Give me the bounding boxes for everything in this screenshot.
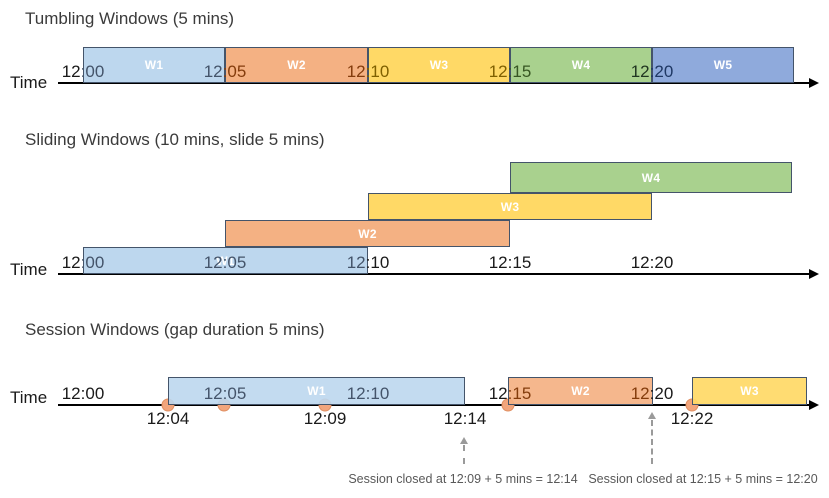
window-label-w3: W3 [500,199,520,214]
window-label-w3: W3 [740,384,759,398]
section-title-tumbling: Tumbling Windows (5 mins) [25,9,235,28]
window-box-w4: W4 [510,162,792,193]
tick-label-part: :15 [507,62,532,81]
time-axis-label-tumbling: Time [10,73,48,92]
window-box-w3: W3 [368,193,652,220]
tick-label: 12:05 [204,253,247,272]
tick-label: 12:00 [62,62,105,81]
time-axis-label-sliding: Time [10,260,48,279]
tick-label-part: 12 [346,253,366,272]
timeline-arrow-icon [809,400,819,410]
tick-label: 12:00 [62,384,105,403]
tick-label-part: :10 [365,253,390,272]
section-title-session: Session Windows (gap duration 5 mins) [25,320,325,339]
tick-label-part: :00 [80,253,105,272]
annotation-arrow-line [651,420,653,464]
tick-label-part: 12 [61,62,81,81]
window-label-w3: W3 [429,58,449,72]
window-box-w4: W4 [510,47,652,83]
window-box-w2: W2 [225,220,510,247]
tick-label-part: :00 [80,62,105,81]
tick-label: 12:20 [631,253,674,272]
tick-label-part: 12:05 [203,253,247,272]
section-title-sliding: Sliding Windows (10 mins, slide 5 mins) [25,130,325,149]
window-box-w3: W3 [692,377,807,405]
tick-label-part: 12 [488,384,508,403]
time-axis-label-session: Time [10,388,48,407]
annotation-arrow-icon [648,412,656,419]
tick-label-part: 12:05 [203,384,247,403]
tick-label: 12:15 [489,253,532,272]
window-label-w5: W5 [713,58,733,72]
tick-label: 12:20 [631,62,674,81]
tick-label-part: 12:15 [488,253,532,272]
window-box-w5: W5 [652,47,794,83]
tick-label: 12:10 [347,253,390,272]
event-time-label: 12:04 [146,409,190,428]
window-label-w1: W1 [216,253,235,268]
tick-label-part: :15 [507,384,532,403]
window-label-w2: W2 [571,384,590,398]
annotation-text-2: Session closed at 12:15 + 5 mins = 12:20 [588,472,818,486]
window-label-w1: W1 [144,58,164,72]
tick-label-part: 12 [346,62,366,81]
event-time-label: 12:14 [443,409,487,428]
tick-label: 12:10 [347,384,390,403]
timeline-3 [58,404,810,406]
window-box-w1: W1 [83,47,225,83]
window-label-w2: W2 [358,226,377,241]
tick-label: 12:15 [489,384,532,403]
event-time-label: 12:22 [670,409,714,428]
tick-label-part: :05 [222,62,247,81]
window-label-w1: W1 [307,384,326,398]
tick-label-part: 12 [61,253,81,272]
window-box-w2: W2 [508,377,653,405]
window-box-w1: W1 [168,377,465,405]
annotation-arrow-line [463,445,465,464]
tick-label-part: 12:10 [346,384,390,403]
window-label-w2: W2 [287,58,306,72]
annotation-arrow-icon [460,437,468,444]
timeline-1 [58,82,810,84]
tick-label-part: 12 [203,62,223,81]
tick-label-part: 12:00 [61,384,105,403]
timeline-2 [58,273,810,275]
window-label-w4: W4 [641,170,661,185]
window-label-w4: W4 [571,58,591,72]
timeline-arrow-icon [809,269,819,279]
annotation-text-1: Session closed at 12:09 + 5 mins = 12:14 [348,472,578,486]
tick-label: 12:05 [204,384,247,403]
window-box-w2: W2 [225,47,368,83]
window-box-w3: W3 [368,47,510,83]
event-time-label: 12:09 [303,409,347,428]
tick-label: 12:00 [62,253,105,272]
tick-label-part: 12 [488,62,508,81]
tick-label-part: :10 [365,62,390,81]
tick-label: 12:15 [489,62,532,81]
tick-label-part: :20 [649,384,674,403]
tick-label: 12:05 [204,62,247,81]
tick-label-part: 12:20 [630,253,674,272]
tick-label: 12:10 [347,62,390,81]
timeline-arrow-icon [809,78,819,88]
tick-label-part: 12 [630,62,650,81]
tick-label: 12:20 [631,384,674,403]
tick-label-part: :20 [649,62,674,81]
window-box-w1: W1 [83,247,368,274]
tick-label-part: 12 [630,384,650,403]
